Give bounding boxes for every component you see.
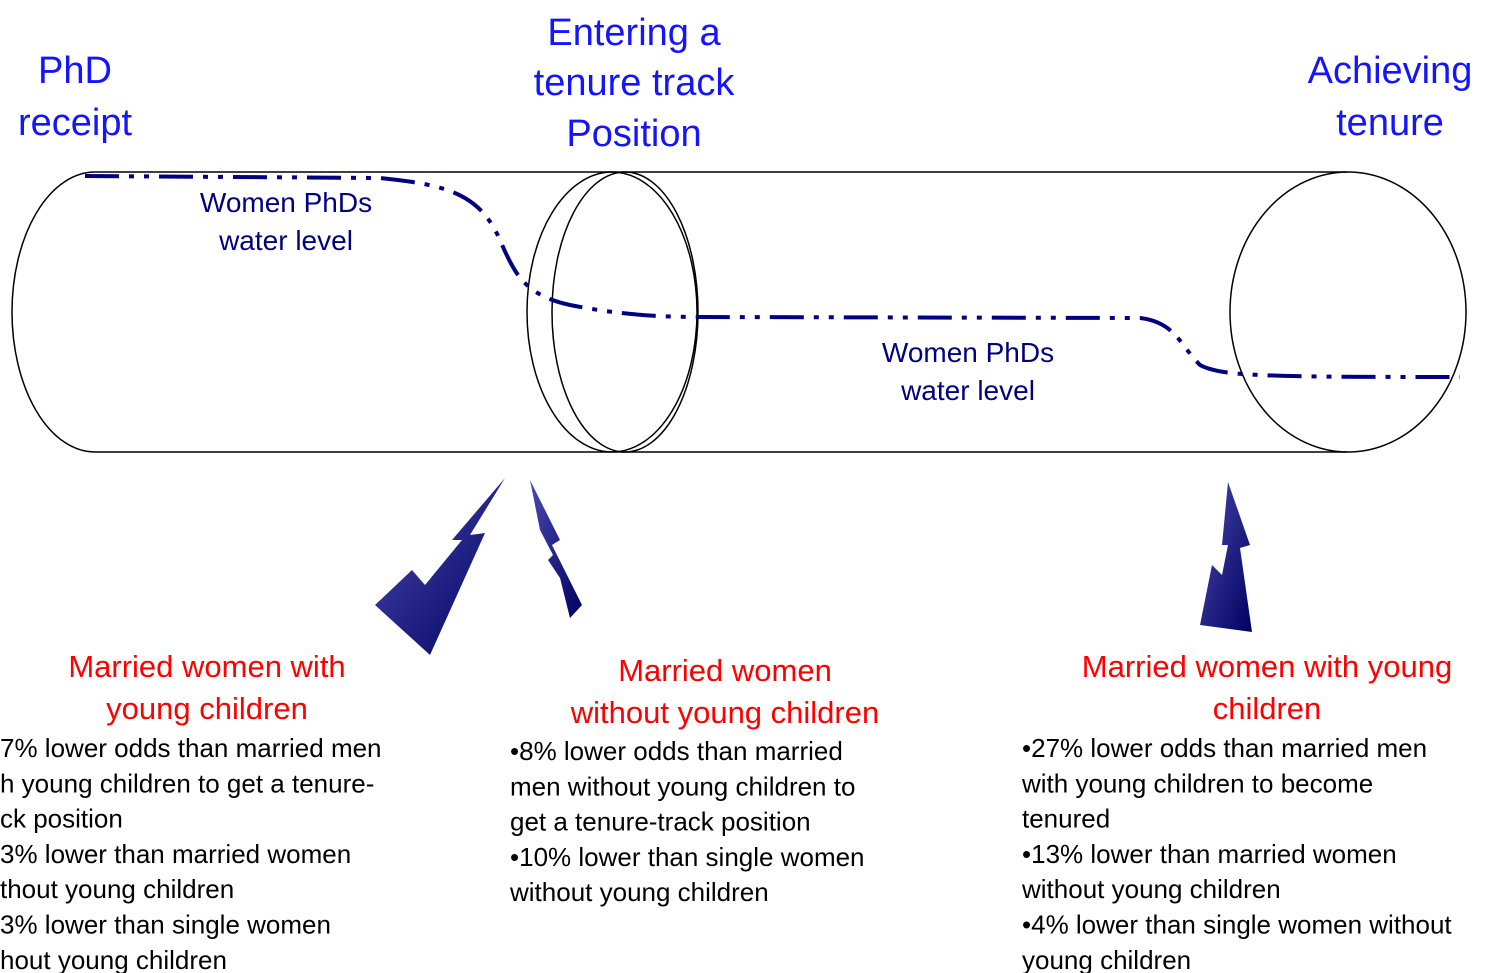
finding-text: with young children to become xyxy=(1021,768,1373,798)
stage-label: Achieving xyxy=(1308,50,1473,92)
finding-text: without young children xyxy=(1021,874,1281,904)
finding-heading: without young children xyxy=(570,695,879,730)
lightning xyxy=(1200,482,1252,632)
finding-text: hout young children xyxy=(0,945,227,973)
finding-heading: Married women with young xyxy=(1082,649,1452,684)
finding-text: get a tenure-track position xyxy=(510,807,811,837)
water-label: Women PhDs xyxy=(200,187,372,218)
stage-label: receipt xyxy=(18,102,132,144)
finding-text: tenured xyxy=(1022,804,1110,834)
finding-heading: Married women with xyxy=(68,649,345,684)
stage-label: Entering a xyxy=(547,12,721,54)
finding-heading: Married women xyxy=(618,653,832,688)
finding-text: •10% lower than single women xyxy=(510,842,865,872)
water-label: water level xyxy=(218,225,353,256)
finding-text: 3% lower than single women xyxy=(0,910,331,940)
pipe-left-end xyxy=(11,171,96,453)
finding-text: ck position xyxy=(0,804,123,834)
finding-text: •27% lower odds than married men xyxy=(1022,733,1427,763)
finding-heading: children xyxy=(1213,691,1322,726)
finding-text: young children xyxy=(1022,945,1191,973)
finding-text: 3% lower than married women xyxy=(0,839,351,869)
pipe-joint xyxy=(526,171,698,453)
stage-label: tenure xyxy=(1336,102,1444,144)
lightning xyxy=(530,480,582,618)
pipe-right-end xyxy=(1229,171,1467,453)
pipe xyxy=(11,171,1467,453)
finding-text: thout young children xyxy=(0,874,234,904)
stage-label: PhD xyxy=(38,50,112,92)
lightning xyxy=(375,478,505,655)
water-level-line xyxy=(84,174,1461,379)
pipe-joint xyxy=(551,171,699,453)
water-label: Women PhDs xyxy=(882,337,1054,368)
finding-text: •8% lower odds than married xyxy=(510,736,843,766)
stage-label: tenure track xyxy=(534,62,736,104)
finding-text: •4% lower than single women without xyxy=(1022,910,1452,940)
water-label: water level xyxy=(900,375,1035,406)
finding-text: men without young children to xyxy=(510,771,855,801)
finding-text: •13% lower than married women xyxy=(1022,839,1397,869)
finding-heading: young children xyxy=(106,691,308,726)
finding-text: h young children to get a tenure- xyxy=(0,768,374,798)
stage-label: Position xyxy=(566,113,701,155)
finding-text: 7% lower odds than married men xyxy=(0,733,382,763)
finding-text: without young children xyxy=(509,877,769,907)
